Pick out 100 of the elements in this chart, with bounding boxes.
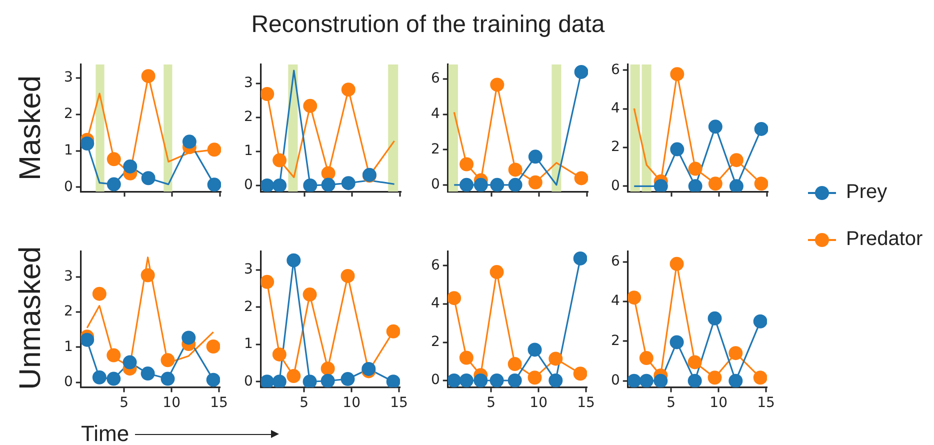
y-tick-label: 3	[244, 75, 253, 92]
point	[490, 78, 504, 92]
point	[207, 142, 221, 157]
y-tick-label: 3	[244, 262, 253, 278]
point	[260, 274, 274, 289]
point	[272, 153, 287, 168]
y-tick-label: 3	[64, 268, 73, 285]
point	[272, 347, 286, 362]
y-tick-label: 6	[430, 257, 440, 274]
legend-label: Predator	[846, 228, 923, 251]
point	[122, 355, 137, 370]
point	[654, 374, 668, 388]
point	[688, 374, 702, 388]
point	[573, 366, 587, 381]
y-tick-label: 0	[430, 372, 440, 388]
point	[141, 69, 156, 84]
point	[670, 67, 684, 82]
point	[302, 288, 317, 302]
point	[708, 120, 722, 134]
point	[508, 374, 522, 388]
point	[729, 179, 744, 192]
point	[754, 122, 768, 136]
y-tick-label: 1	[244, 143, 253, 160]
point	[528, 150, 542, 164]
point	[548, 352, 563, 366]
y-tick-label: 4	[430, 296, 440, 312]
point	[753, 314, 767, 328]
point	[654, 179, 668, 192]
point	[260, 374, 274, 388]
point	[474, 374, 488, 388]
point	[670, 142, 684, 156]
point	[474, 178, 488, 192]
point	[340, 372, 355, 386]
point	[688, 162, 702, 176]
y-tick-label: 4	[610, 293, 620, 310]
point	[207, 178, 221, 192]
point	[286, 253, 301, 268]
point	[448, 291, 462, 306]
point	[753, 370, 767, 385]
point	[206, 372, 220, 387]
point	[708, 370, 722, 385]
point	[448, 374, 462, 388]
point	[688, 179, 702, 192]
point	[670, 256, 684, 271]
point	[80, 136, 94, 150]
point	[460, 157, 474, 172]
point	[106, 372, 121, 386]
point	[106, 177, 121, 192]
point	[321, 166, 336, 180]
point	[92, 370, 106, 384]
y-tick-label: 2	[610, 139, 620, 156]
y-tick-label: 2	[244, 109, 253, 126]
point	[320, 362, 335, 376]
point	[459, 350, 474, 365]
point	[320, 374, 335, 388]
x-tick-label: 10	[710, 395, 728, 412]
point	[386, 324, 400, 338]
x-tick-label: 5	[486, 395, 496, 412]
point	[302, 374, 317, 388]
point	[528, 342, 542, 357]
y-tick-label: 0	[64, 374, 73, 390]
y-tick-label: 2	[64, 106, 73, 122]
point	[490, 265, 504, 280]
point	[160, 372, 175, 386]
y-tick-label: 3	[64, 70, 73, 86]
point	[303, 98, 318, 113]
point	[160, 353, 175, 368]
y-tick-label: 1	[64, 142, 73, 158]
y-tick-label: 2	[244, 298, 253, 315]
point	[708, 311, 722, 326]
point	[508, 357, 522, 372]
y-tick-label: 1	[244, 336, 253, 352]
point	[639, 374, 654, 388]
y-tick-label: 2	[430, 141, 440, 158]
y-axis-title: Masked	[14, 75, 48, 181]
point	[106, 348, 121, 362]
y-tick-label: 0	[610, 372, 620, 388]
point	[628, 290, 642, 305]
point	[92, 286, 106, 301]
point	[528, 175, 542, 190]
x-tick-label: 5	[300, 395, 309, 412]
y-tick-label: 2	[610, 332, 620, 349]
point	[341, 82, 356, 97]
point	[460, 178, 474, 192]
y-tick-label: 4	[430, 106, 440, 122]
point	[708, 176, 722, 191]
y-tick-label: 2	[430, 334, 440, 350]
point	[340, 268, 355, 283]
x-tick-label: 10	[530, 395, 548, 412]
y-axis-title: Unmasked	[14, 246, 48, 390]
point	[260, 86, 274, 101]
point	[639, 351, 654, 366]
y-tick-label: 1	[64, 338, 73, 355]
point	[106, 152, 121, 166]
point	[490, 178, 504, 192]
y-tick-label: 0	[430, 176, 440, 193]
point	[386, 374, 400, 388]
point	[459, 374, 474, 388]
point	[508, 178, 522, 192]
y-tick-label: 6	[610, 254, 620, 270]
